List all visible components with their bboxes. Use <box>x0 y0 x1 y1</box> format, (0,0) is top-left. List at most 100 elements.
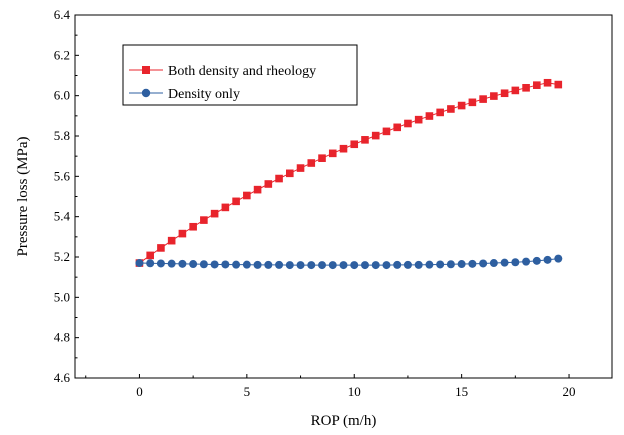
data-point <box>511 258 520 267</box>
data-point <box>393 260 402 269</box>
data-point <box>511 86 520 95</box>
y-tick-label: 5.0 <box>54 289 70 304</box>
x-tick-label: 10 <box>348 384 361 399</box>
data-point <box>221 203 230 212</box>
data-point <box>189 260 198 269</box>
series-line <box>139 82 559 264</box>
x-tick-label: 20 <box>563 384 576 399</box>
data-point <box>350 261 359 270</box>
data-point <box>318 154 326 162</box>
data-point <box>146 259 155 268</box>
data-point <box>275 260 284 269</box>
data-point <box>468 259 477 268</box>
data-point <box>156 259 165 268</box>
data-point <box>532 256 541 265</box>
x-axis: 0 5 10 15 20 <box>85 374 576 399</box>
data-point <box>554 80 563 89</box>
legend-items: Both density and rheology Density only <box>129 64 316 102</box>
legend-item: Both density and rheology <box>129 64 316 79</box>
plot-area: 4.6 4.8 5.0 5.2 5.4 5.6 5.8 6.0 6.2 6.4 0 5 10 15 20 <box>54 7 613 399</box>
data-point <box>490 92 498 100</box>
data-point <box>189 222 197 231</box>
data-point <box>232 260 241 269</box>
legend-label: Density only <box>168 87 240 102</box>
data-point <box>200 216 208 224</box>
data-point <box>543 78 552 87</box>
legend: Both density and rheology Density only <box>122 44 358 106</box>
series-both-density-rheology <box>135 78 563 267</box>
data-point <box>479 259 488 268</box>
data-point <box>275 174 283 183</box>
y-tick-label: 6.2 <box>54 47 70 62</box>
data-point <box>382 261 391 270</box>
data-point <box>210 209 219 218</box>
data-point <box>221 260 230 269</box>
y-tick-label: 5.6 <box>54 168 71 183</box>
y-tick-label: 5.8 <box>54 128 70 143</box>
data-point <box>446 260 455 269</box>
data-point <box>167 259 176 268</box>
data-point <box>296 261 305 270</box>
data-point <box>425 112 434 120</box>
x-tick-label: 0 <box>136 384 143 399</box>
data-point <box>253 260 262 269</box>
data-point <box>500 258 509 267</box>
data-point <box>307 159 316 167</box>
data-point <box>296 164 305 172</box>
data-point <box>522 84 530 92</box>
data-point <box>339 261 348 270</box>
data-point <box>500 89 509 98</box>
legend-box <box>122 44 358 106</box>
series-layer <box>135 78 563 270</box>
data-point <box>479 95 487 103</box>
data-point <box>210 260 219 269</box>
data-point <box>178 229 187 238</box>
data-point <box>468 98 477 107</box>
data-point <box>307 261 316 270</box>
series-line <box>139 258 559 266</box>
data-point <box>533 81 541 89</box>
data-point <box>457 260 466 269</box>
data-point <box>146 251 154 260</box>
data-point <box>328 149 337 158</box>
y-tick-label: 4.6 <box>54 370 71 385</box>
data-point <box>414 260 423 269</box>
legend-label: Both density and rheology <box>168 64 316 79</box>
data-point <box>404 119 412 128</box>
data-point <box>264 180 273 188</box>
data-point <box>264 260 273 269</box>
data-point <box>243 191 251 200</box>
data-point <box>425 260 434 269</box>
data-point <box>157 244 165 252</box>
data-point <box>285 261 294 270</box>
y-axis: 4.6 4.8 5.0 5.2 5.4 5.6 5.8 6.0 6.2 6.4 <box>54 7 79 385</box>
legend-item: Density only <box>129 87 240 102</box>
data-point <box>135 259 144 268</box>
x-tick-label: 15 <box>455 384 468 399</box>
data-point <box>522 257 531 266</box>
y-tick-label: 5.2 <box>54 249 70 264</box>
data-point <box>382 127 391 136</box>
data-point <box>436 260 445 269</box>
data-point <box>328 261 337 270</box>
data-point <box>371 131 380 140</box>
data-point <box>178 259 187 268</box>
data-point <box>350 140 359 149</box>
data-point <box>242 260 251 269</box>
y-tick-label: 5.4 <box>54 209 71 224</box>
data-point <box>554 254 563 263</box>
y-tick-label: 6.0 <box>54 88 70 103</box>
data-point <box>457 101 466 110</box>
data-point <box>286 169 294 178</box>
data-point <box>393 123 401 132</box>
series-density-only <box>135 254 563 270</box>
y-tick-label: 6.4 <box>54 7 71 22</box>
data-point <box>232 197 240 206</box>
data-point <box>199 260 208 269</box>
data-point <box>436 108 444 117</box>
x-tick-label: 5 <box>244 384 251 399</box>
y-axis-label: Pressure loss (MPa) <box>15 137 31 257</box>
data-point <box>339 144 348 153</box>
legend-marker <box>142 66 150 74</box>
